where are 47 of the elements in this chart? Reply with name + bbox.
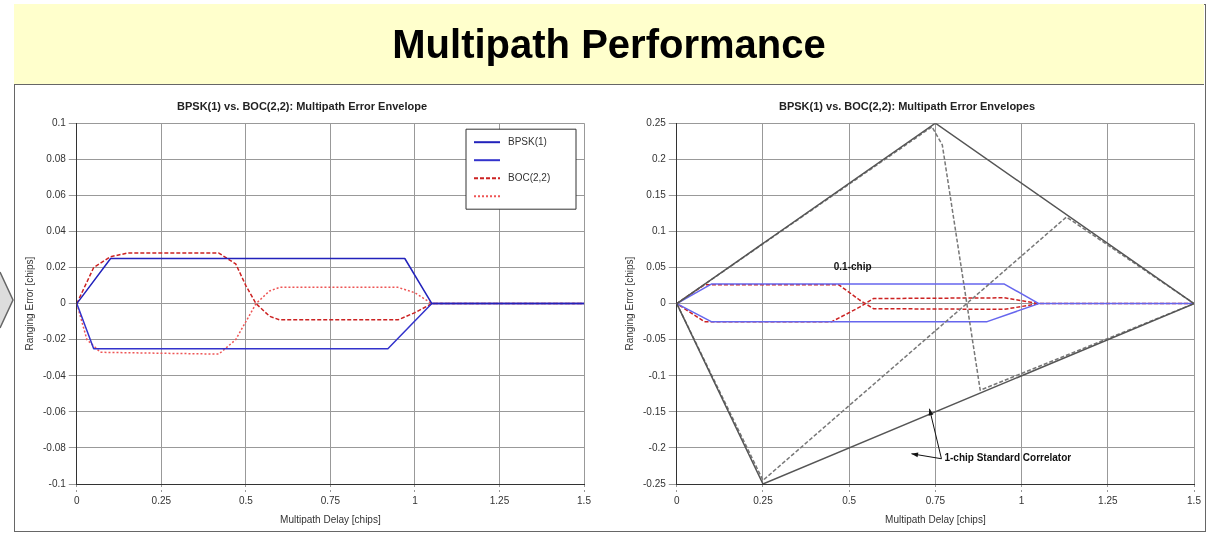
y-tick-label: -0.15	[643, 405, 667, 417]
x-tick-label: 0	[674, 494, 681, 506]
x-tick-label: 0.5	[842, 494, 857, 506]
x-tick-label: 0.75	[925, 494, 946, 506]
annotation: 1-chip Standard Correlator	[944, 452, 1072, 464]
x-axis-title: Multipath Delay [chips]	[885, 513, 986, 525]
annotation: 0.1-chip	[833, 261, 872, 273]
x-tick-label: 0.5	[238, 494, 254, 506]
x-tick-label: 1	[412, 494, 419, 506]
y-axis-title: Ranging Error [chips]	[623, 256, 635, 351]
text: Multipath Performance	[392, 21, 826, 67]
y-tick-label: 0.15	[646, 189, 667, 201]
y-tick-label: 0.04	[46, 225, 67, 237]
y-tick-label: 0.05	[646, 261, 667, 273]
x-tick-label: 1.25	[1098, 494, 1118, 506]
y-tick-label: 0.08	[46, 153, 67, 165]
x-tick-label: 0.25	[753, 494, 774, 506]
legend-label: BOC(2,2)	[508, 171, 551, 183]
y-tick-label: -0.1	[648, 369, 667, 381]
y-tick-label: -0.1	[48, 477, 67, 489]
y-tick-label: 0	[60, 297, 67, 309]
legend-label: BPSK(1)	[508, 135, 547, 147]
y-tick-label: -0.05	[643, 333, 667, 345]
y-tick-label: 0.1	[51, 116, 67, 128]
x-tick-label: 1.25	[489, 494, 510, 506]
x-tick-label: 0.25	[151, 494, 172, 506]
y-tick-label: 0	[660, 297, 667, 309]
y-tick-label: -0.06	[43, 405, 67, 417]
x-axis-title: Multipath Delay [chips]	[280, 513, 381, 525]
y-tick-label: 0.25	[646, 116, 667, 128]
x-tick-label: 1.5	[577, 494, 592, 506]
y-tick-label: 0.1	[651, 225, 667, 237]
y-tick-label: -0.08	[43, 441, 67, 453]
x-tick-label: 1.5	[1187, 494, 1202, 506]
y-tick-label: -0.25	[643, 477, 667, 489]
chart-title: BPSK(1) vs. BOC(2,2): Multipath Error Envelopes	[778, 99, 1036, 112]
y-tick-label: 0.02	[46, 261, 67, 273]
x-tick-label: 1	[1018, 494, 1025, 506]
y-tick-label: -0.2	[648, 441, 667, 453]
y-axis-title: Ranging Error [chips]	[23, 256, 35, 351]
x-tick-label: 0.75	[320, 494, 341, 506]
y-tick-label: 0.2	[651, 153, 667, 165]
y-tick-label: -0.04	[43, 369, 67, 381]
y-tick-label: -0.02	[43, 333, 67, 345]
x-tick-label: 0	[74, 494, 81, 506]
chart-title: BPSK(1) vs. BOC(2,2): Multipath Error Envelope	[177, 99, 427, 112]
y-tick-label: 0.06	[46, 189, 67, 201]
